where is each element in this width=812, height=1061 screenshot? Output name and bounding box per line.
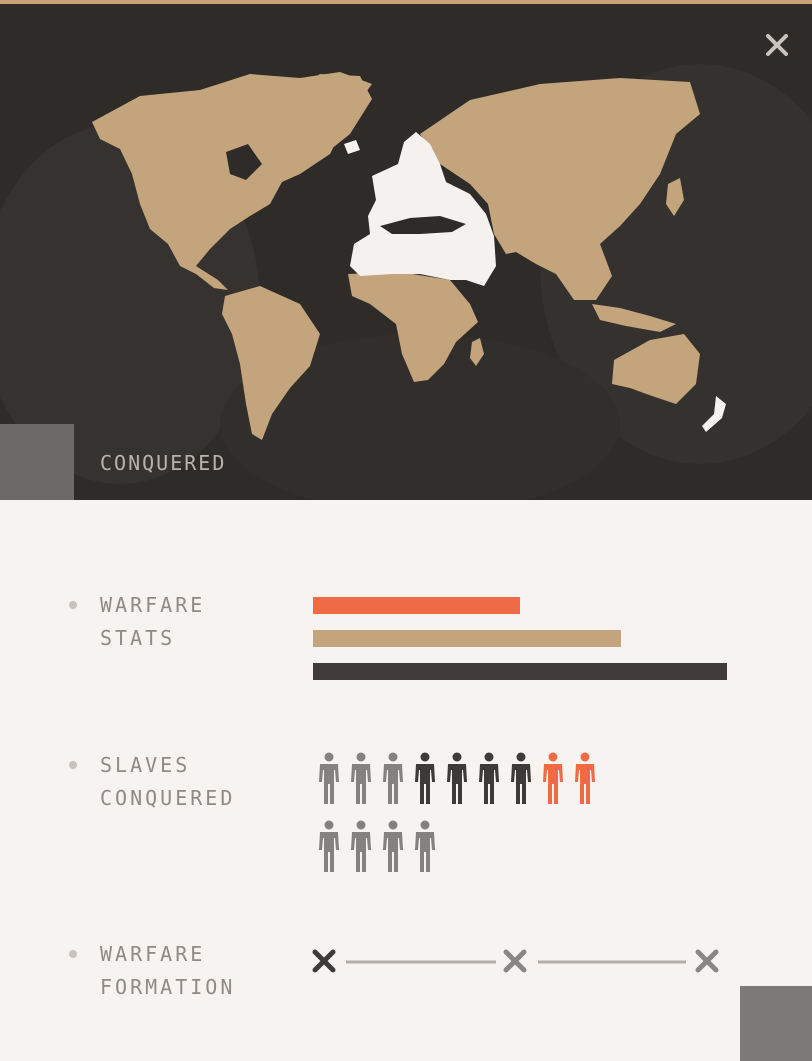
person-icon xyxy=(415,752,435,804)
asia xyxy=(420,78,700,300)
x-marker-grey xyxy=(695,949,719,973)
person-icon xyxy=(575,752,595,804)
top-accent-line xyxy=(0,0,812,4)
slaves-conquered-label-line2: CONQUERED xyxy=(100,786,236,810)
x-marker-dark xyxy=(312,949,336,973)
person-icon xyxy=(447,752,467,804)
bottom-corner-block xyxy=(740,986,812,1061)
africa xyxy=(348,272,478,382)
close-icon[interactable] xyxy=(764,32,790,58)
people-row-1 xyxy=(313,752,601,810)
map-label: CONQUERED xyxy=(100,451,227,475)
texture-blob xyxy=(220,334,620,500)
bar-orange xyxy=(313,597,520,614)
warfare-stats-label: WARFARE STATS xyxy=(100,589,205,655)
bar-tan xyxy=(313,630,621,647)
greenland xyxy=(290,74,372,154)
person-icon xyxy=(479,752,499,804)
bullet-warfare-formation xyxy=(69,950,77,958)
conquered-region xyxy=(350,132,496,286)
warfare-formation-diagram xyxy=(312,949,719,973)
bullet-warfare-stats xyxy=(69,601,77,609)
person-icon xyxy=(511,752,531,804)
warfare-formation-label: WARFARE FORMATION xyxy=(100,938,235,1004)
person-icon xyxy=(319,820,339,872)
slaves-conquered-label: SLAVES CONQUERED xyxy=(100,749,235,815)
world-map-panel: CONQUERED xyxy=(0,4,812,500)
warfare-formation-label-line1: WARFARE xyxy=(100,942,206,966)
person-icon xyxy=(319,752,339,804)
person-icon xyxy=(415,820,435,872)
new-zealand xyxy=(702,396,726,432)
stats-section: WARFARE STATS SLAVES CONQUERED WARFARE F… xyxy=(0,500,812,1061)
person-icon xyxy=(351,752,371,804)
person-icon xyxy=(351,820,371,872)
world-map xyxy=(0,64,812,500)
x-marker-grey xyxy=(503,949,527,973)
person-icon xyxy=(543,752,563,804)
people-row-2 xyxy=(313,820,441,878)
australia xyxy=(612,334,700,404)
warfare-formation-label-line2: FORMATION xyxy=(100,975,236,999)
corner-block xyxy=(0,424,74,500)
south-america xyxy=(222,286,320,440)
warfare-stats-label-line1: WARFARE xyxy=(100,593,206,617)
person-icon xyxy=(383,820,403,872)
bullet-slaves-conquered xyxy=(69,761,77,769)
slaves-conquered-label-line1: SLAVES xyxy=(100,753,191,777)
warfare-stats-label-line2: STATS xyxy=(100,626,176,650)
person-icon xyxy=(383,752,403,804)
bar-dark xyxy=(313,663,727,680)
